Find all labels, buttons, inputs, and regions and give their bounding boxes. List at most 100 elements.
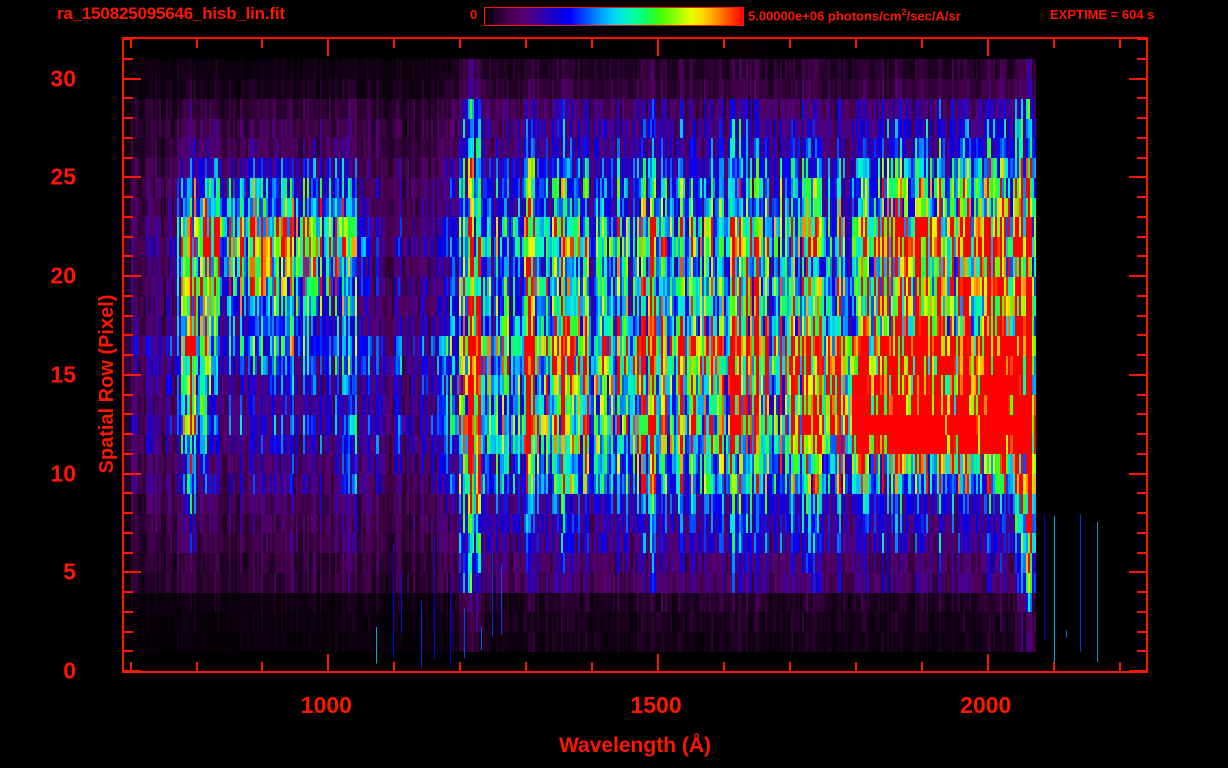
x-tick-top-1700 [788, 39, 791, 48]
y-tick-0 [124, 670, 141, 671]
x-tick-1600 [723, 662, 725, 671]
spectrogram-image [124, 39, 1146, 671]
y-tick-label-25: 25 [50, 163, 76, 190]
y-tick-24 [124, 196, 133, 198]
x-tick-700 [129, 662, 132, 671]
colorbar-max-label: 5.00000e+06 photons/cm2/sec/A/sr [748, 7, 961, 23]
x-tick-top-700 [129, 39, 132, 48]
colorbar-max-value: 5.00000e+06 photons/cm [748, 8, 902, 24]
y-tick-5 [124, 571, 141, 574]
x-tick-1300 [525, 662, 528, 671]
y-tick-31 [124, 57, 133, 60]
x-tick-1200 [459, 662, 462, 671]
y-tick-label-15: 15 [50, 361, 76, 388]
y-tick-16 [124, 354, 133, 356]
y-tick-right-19 [1137, 294, 1146, 297]
y-tick-right-20 [1129, 275, 1146, 277]
y-tick-right-25 [1129, 176, 1146, 179]
y-tick-right-15 [1129, 373, 1146, 376]
x-tick-top-1500 [657, 39, 660, 56]
x-tick-top-900 [261, 39, 264, 48]
x-tick-1900 [920, 662, 923, 671]
y-tick-right-26 [1137, 156, 1146, 159]
y-tick-right-3 [1137, 610, 1146, 613]
y-tick-20 [124, 275, 141, 277]
y-tick-10 [124, 472, 141, 475]
x-tick-top-800 [195, 39, 198, 48]
y-tick-13 [124, 413, 133, 416]
y-tick-27 [124, 136, 133, 139]
y-tick-1 [124, 650, 133, 653]
x-tick-top-2000 [986, 39, 989, 56]
x-tick-top-1400 [591, 39, 594, 48]
y-tick-25 [124, 176, 141, 179]
y-tick-right-18 [1137, 314, 1146, 317]
plot-area [124, 39, 1146, 671]
y-tick-15 [124, 373, 141, 376]
x-tick-top-2100 [1052, 39, 1055, 48]
y-tick-label-30: 30 [50, 65, 76, 91]
y-tick-11 [124, 452, 133, 455]
y-tick-32 [124, 39, 133, 40]
x-tick-1400 [591, 662, 594, 671]
y-tick-28 [124, 117, 133, 119]
x-tick-1700 [788, 662, 791, 671]
x-tick-1000 [327, 654, 330, 671]
y-tick-right-23 [1137, 215, 1146, 218]
y-tick-29 [124, 97, 133, 100]
x-tick-900 [261, 662, 264, 671]
x-tick-1500 [657, 654, 660, 671]
y-tick-26 [124, 156, 133, 159]
y-tick-right-24 [1137, 196, 1146, 198]
plot-frame [122, 37, 1148, 673]
y-tick-9 [124, 492, 133, 495]
y-tick-label-5: 5 [63, 558, 76, 585]
x-tick-2000 [986, 654, 989, 671]
x-tick-2200 [1118, 662, 1121, 671]
y-tick-right-4 [1137, 591, 1146, 593]
colorbar-min-label: 0 [470, 7, 478, 22]
y-tick-right-10 [1129, 472, 1146, 475]
y-tick-19 [124, 294, 133, 297]
y-tick-6 [124, 551, 133, 554]
y-tick-right-5 [1129, 571, 1146, 574]
x-tick-label-1000: 1000 [300, 692, 352, 718]
y-tick-label-10: 10 [50, 460, 76, 486]
y-tick-right-11 [1137, 452, 1146, 455]
y-tick-right-17 [1137, 334, 1146, 337]
y-tick-12 [124, 433, 133, 435]
y-tick-30 [124, 77, 141, 80]
x-tick-1100 [393, 662, 396, 671]
page-title: ra_150825095646_hisb_lin.fit [57, 4, 285, 23]
y-tick-3 [124, 610, 133, 613]
x-tick-label-1500: 1500 [630, 692, 682, 718]
x-tick-top-1000 [327, 39, 330, 56]
y-tick-right-1 [1137, 650, 1146, 653]
y-tick-right-12 [1137, 433, 1146, 435]
y-tick-right-31 [1137, 57, 1146, 60]
y-tick-right-0 [1129, 670, 1146, 671]
y-tick-right-16 [1137, 354, 1146, 356]
y-tick-right-8 [1137, 512, 1146, 514]
x-tick-top-1200 [459, 39, 462, 48]
x-tick-label-2000: 2000 [960, 692, 1012, 718]
y-tick-right-21 [1137, 255, 1146, 258]
y-tick-right-9 [1137, 492, 1146, 495]
x-tick-800 [195, 662, 198, 671]
y-tick-8 [124, 512, 133, 514]
y-tick-14 [124, 393, 133, 396]
y-tick-4 [124, 591, 133, 593]
y-tick-right-2 [1137, 630, 1146, 633]
exptime-label: EXPTIME = 604 s [1050, 7, 1155, 22]
x-tick-top-1300 [525, 39, 528, 48]
x-tick-top-1600 [723, 39, 725, 48]
y-tick-right-22 [1137, 235, 1146, 238]
y-tick-right-6 [1137, 551, 1146, 554]
y-tick-2 [124, 630, 133, 633]
y-tick-21 [124, 255, 133, 258]
y-tick-right-7 [1137, 531, 1146, 534]
x-tick-top-1100 [393, 39, 396, 48]
y-tick-23 [124, 215, 133, 218]
x-tick-top-1800 [854, 39, 857, 48]
